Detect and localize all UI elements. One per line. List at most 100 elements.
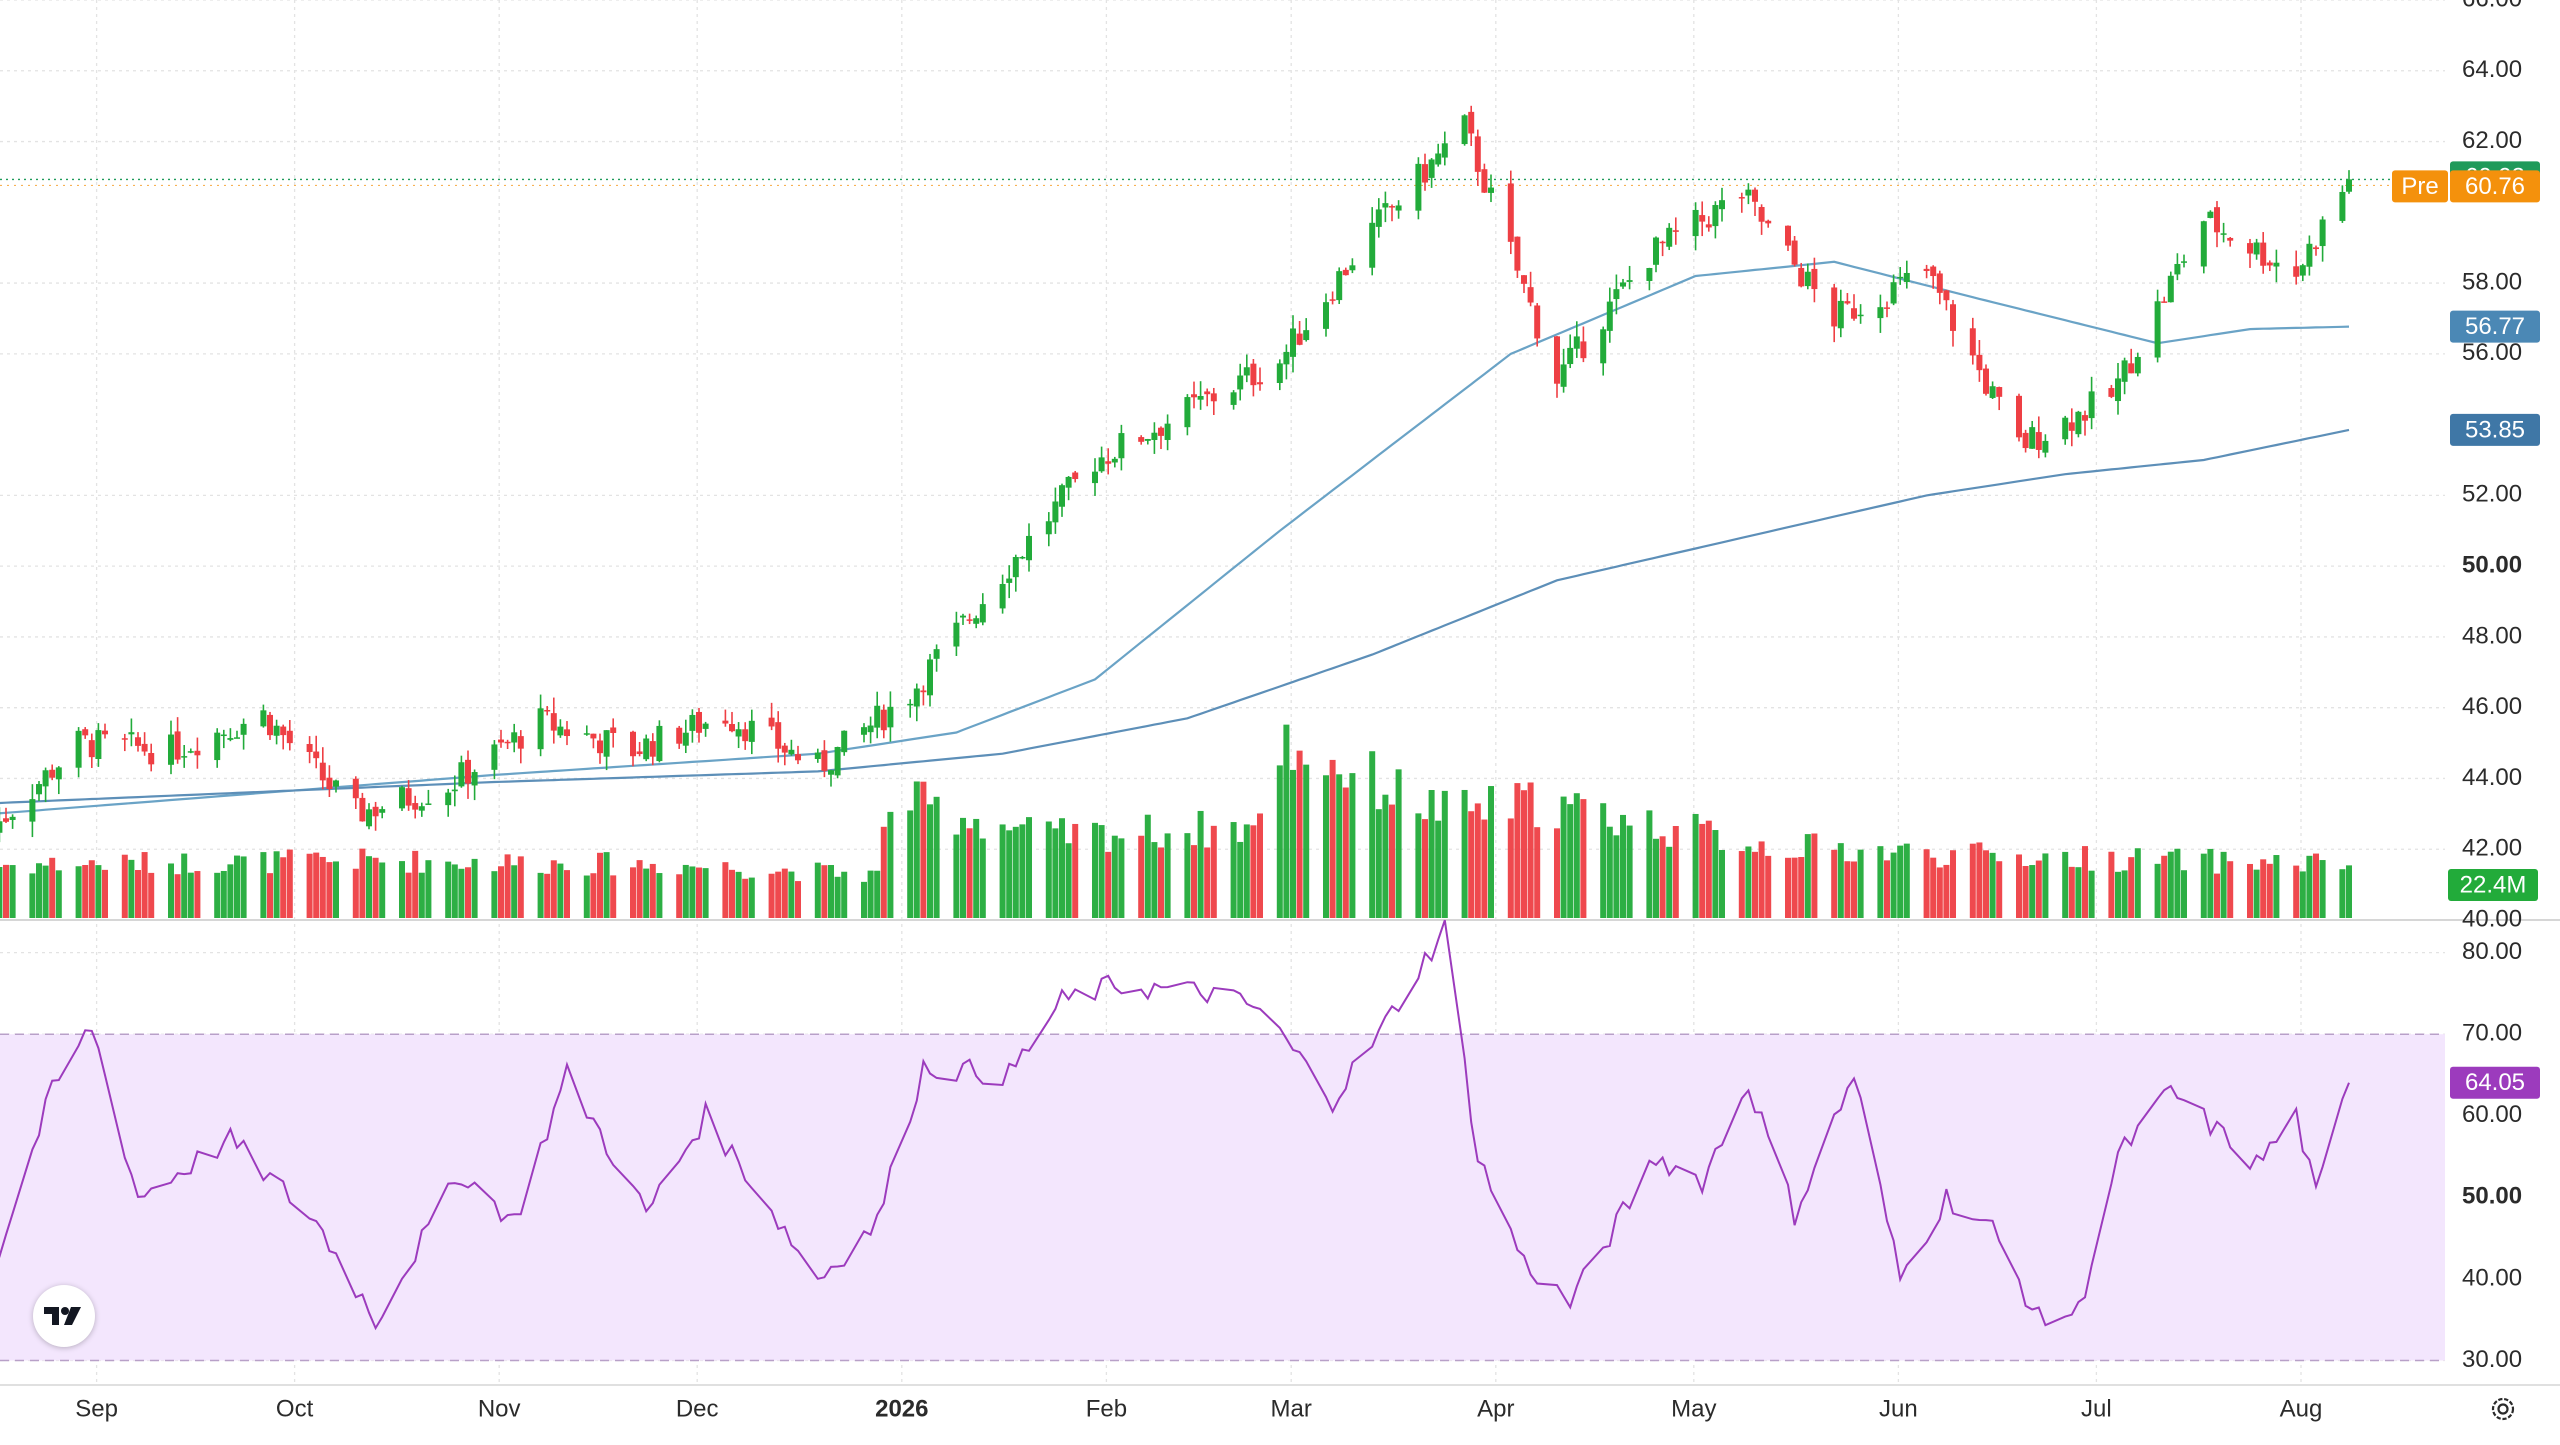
volume-bar — [214, 872, 221, 918]
time-axis-label: Jun — [1879, 1395, 1918, 1422]
candle-body — [1646, 268, 1653, 281]
volume-bar — [636, 860, 643, 918]
volume-bar — [9, 865, 16, 918]
ma-fast-label-tag-bg — [2450, 310, 2540, 343]
candle-body — [2306, 243, 2313, 267]
volume-bar — [1428, 790, 1435, 918]
candle-body — [1257, 382, 1263, 385]
candle-body — [1983, 368, 1989, 394]
volume-bar — [1758, 841, 1765, 918]
volume-bar — [1983, 850, 1989, 918]
candle-body — [2128, 363, 2135, 374]
volume-bar — [2042, 853, 2049, 918]
volume-bar — [1283, 724, 1290, 918]
volume-bar — [148, 872, 155, 918]
volume-bar — [511, 865, 518, 918]
volume-bar — [583, 875, 590, 918]
volume-bar — [399, 861, 405, 918]
volume-bar — [590, 873, 597, 918]
price-axis-label: 46.00 — [2462, 693, 2522, 720]
volume-bar — [788, 871, 795, 918]
price-axis-label: 44.00 — [2462, 764, 2522, 791]
candle-body — [927, 659, 933, 696]
volume-bar — [748, 877, 755, 918]
candle-body — [148, 753, 155, 765]
volume-bar — [1204, 847, 1211, 918]
candle-body — [141, 743, 148, 752]
volume-label-tag-bg — [2448, 869, 2538, 901]
volume-bar — [1613, 835, 1620, 918]
candle-body — [583, 733, 590, 735]
volume-bar — [1653, 838, 1659, 918]
volume-bar — [861, 881, 867, 918]
volume-bar — [1626, 825, 1633, 918]
volume-bar — [1811, 833, 1818, 918]
volume-bar — [2273, 855, 2280, 918]
volume-bar — [1507, 818, 1514, 918]
gear-icon[interactable] — [2486, 1392, 2520, 1426]
volume-bar — [2029, 865, 2036, 918]
volume-bar — [1158, 847, 1164, 918]
volume-bar — [2128, 857, 2135, 918]
volume-bar — [1659, 836, 1666, 918]
volume-bar — [366, 856, 372, 918]
candle-body — [333, 780, 339, 787]
candle-body — [1441, 143, 1448, 158]
volume-bar — [260, 852, 267, 918]
price-axis-label: 40.00 — [2462, 905, 2522, 932]
volume-bar — [379, 862, 386, 918]
volume-bar — [1620, 814, 1626, 918]
volume-bar — [1257, 813, 1263, 918]
candle-body — [748, 720, 755, 742]
volume-bar — [1567, 804, 1574, 918]
candle-body — [1567, 347, 1574, 365]
candle-body — [1111, 458, 1118, 463]
volume-bar — [1692, 813, 1699, 918]
candle-body — [2161, 301, 2168, 303]
volume-bar — [234, 855, 240, 918]
candle-body — [1144, 438, 1151, 441]
volume-bar — [445, 861, 452, 918]
volume-bar — [141, 852, 148, 918]
volume-bar — [814, 862, 821, 918]
volume-bar — [1699, 823, 1706, 918]
candle-body — [1903, 272, 1910, 282]
tradingview-logo-icon[interactable] — [33, 1285, 95, 1347]
candle-body — [2227, 237, 2234, 241]
candle-body — [1672, 230, 1679, 232]
volume-bar — [1877, 846, 1884, 918]
volume-bar — [168, 863, 174, 918]
candle-body — [491, 744, 498, 770]
volume-bar — [1151, 842, 1158, 918]
volume-bar — [1184, 833, 1191, 918]
candle-body — [352, 778, 359, 799]
volume-bar — [2134, 848, 2141, 918]
volume-bar — [352, 868, 359, 918]
candle-body — [95, 730, 102, 759]
volume-bar — [1138, 835, 1145, 918]
axes: Sep Oct Nov Dec 2026 Feb Mar Apr May Jun Jul Aug 66.… — [75, 0, 2522, 1422]
candle-body — [1738, 197, 1745, 199]
candle-body — [1996, 387, 2003, 397]
candle-body — [1045, 521, 1052, 535]
volume-bar — [1375, 809, 1382, 918]
candle-body — [768, 717, 775, 727]
candle-body — [1296, 333, 1303, 345]
volume-bar — [1105, 851, 1112, 918]
volume-bar — [920, 781, 927, 918]
candle-body — [814, 752, 821, 759]
candle-body — [2042, 440, 2049, 453]
candle-body — [1857, 314, 1864, 317]
candle-body — [504, 741, 511, 744]
candle-body — [88, 740, 95, 758]
candle-body — [1692, 209, 1699, 237]
price-axis-label: 50.00 — [2462, 551, 2522, 578]
candle-body — [1943, 290, 1950, 301]
candle-body — [1527, 287, 1534, 303]
candle-body — [1580, 341, 1587, 359]
volume-bar — [1672, 826, 1679, 918]
candle-body — [1554, 336, 1560, 384]
rsi-axis-label: 30.00 — [2462, 1346, 2522, 1373]
